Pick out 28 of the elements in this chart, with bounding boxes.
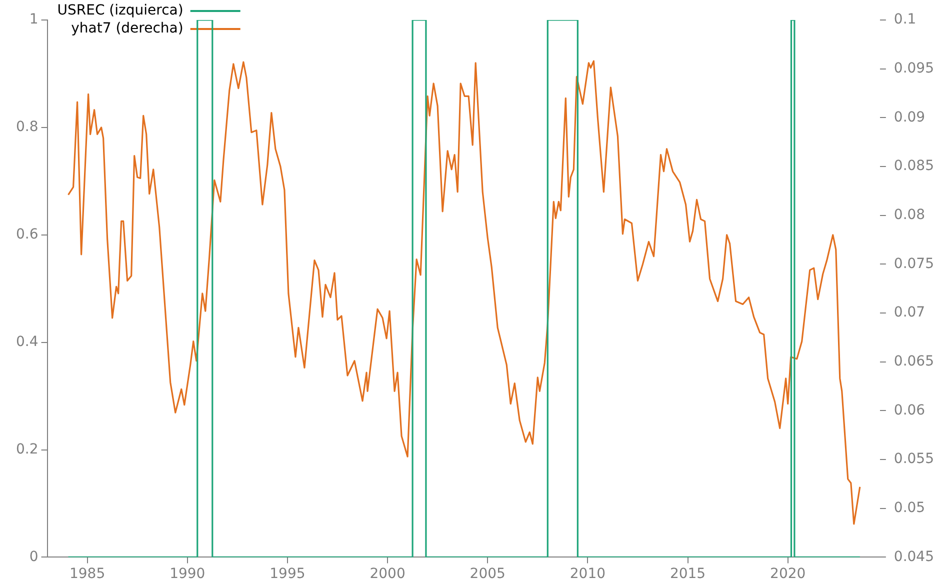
y2-tick-label: 0.07 — [894, 304, 926, 321]
y-tick-label: 0.2 — [16, 441, 38, 458]
y2-tick-label: 0.045 — [894, 548, 934, 565]
y-tick-label: 0.8 — [16, 119, 38, 136]
x-tick-label: 2010 — [570, 566, 606, 582]
y2-tick-label: 0.085 — [894, 158, 934, 174]
y2-tick-label: 0.1 — [894, 12, 916, 28]
legend-label: USREC (izquierca) — [57, 2, 184, 19]
x-tick-label: 1985 — [69, 566, 106, 582]
x-tick-label: 2005 — [470, 566, 506, 582]
x-tick-label: 1995 — [270, 566, 306, 582]
y-tick-label: 0.6 — [16, 226, 38, 243]
y2-tick-label: 0.065 — [894, 353, 934, 370]
y-tick-label: 0 — [29, 548, 38, 565]
y2-tick-label: 0.05 — [894, 500, 926, 516]
y-tick-label: 0.4 — [16, 334, 38, 350]
y2-tick-label: 0.075 — [894, 256, 934, 272]
y2-tick-label: 0.095 — [894, 60, 934, 76]
y2-tick-label: 0.09 — [894, 109, 926, 126]
x-tick-label: 2000 — [370, 566, 406, 582]
y2-tick-label: 0.06 — [894, 402, 926, 418]
x-tick-label: 2020 — [770, 566, 806, 582]
y2-tick-label: 0.055 — [894, 451, 934, 468]
x-tick-label: 1990 — [170, 566, 206, 582]
legend-label: yhat7 (derecha) — [71, 20, 184, 37]
x-tick-label: 2015 — [670, 566, 706, 582]
y-tick-label: 1 — [29, 12, 38, 28]
y2-tick-label: 0.08 — [894, 206, 926, 223]
